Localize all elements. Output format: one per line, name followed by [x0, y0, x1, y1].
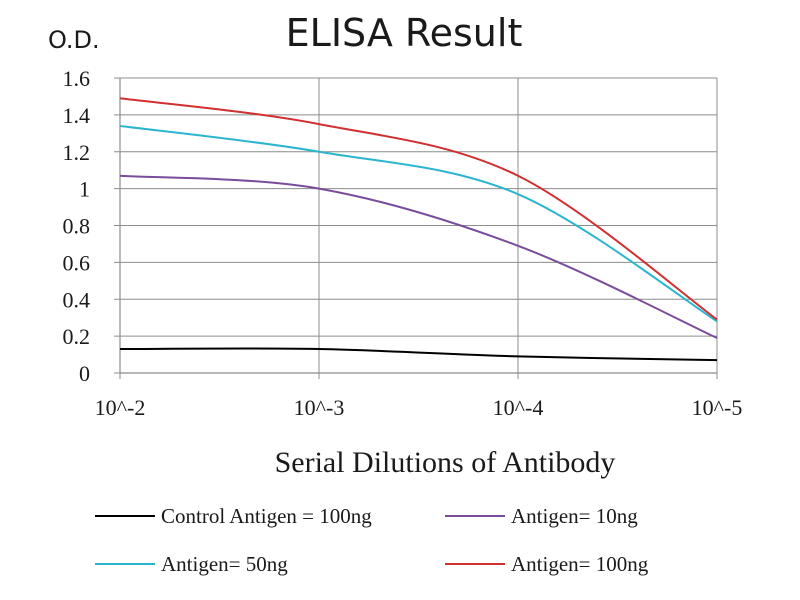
x-tick-label: 10^-3 [294, 395, 345, 420]
series-control-100ng-point-2 [517, 355, 519, 357]
series-control-100ng-point-3 [716, 359, 718, 361]
x-tick-label: 10^-5 [692, 395, 743, 420]
series-control-100ng-line [119, 347, 718, 362]
y-tick-label: 0.2 [63, 324, 91, 349]
y-tick-label: 1.2 [63, 140, 91, 165]
series-antigen-50ng-point-1 [318, 151, 320, 153]
y-tick-label: 1.4 [63, 103, 91, 128]
x-axis-label: Serial Dilutions of Antibody [275, 446, 616, 479]
series-antigen-100ng-point-3 [716, 319, 718, 321]
y-tick-label: 0.8 [63, 214, 91, 239]
x-tick-label: 10^-2 [95, 395, 146, 420]
y-axis-label: O.D. [48, 26, 100, 54]
series-antigen-50ng-point-2 [517, 193, 519, 195]
series-antigen-100ng-point-1 [318, 123, 320, 125]
series-antigen-10ng-point-0 [119, 175, 121, 177]
y-tick-label: 0.4 [63, 287, 91, 312]
series-antigen-50ng-point-0 [119, 125, 121, 127]
axes [114, 77, 718, 379]
legend: Control Antigen = 100ng Antigen= 10ng Anti… [95, 504, 649, 576]
series-antigen-100ng-point-0 [119, 97, 121, 99]
chart-title: ELISA Result [286, 11, 523, 55]
grid-lines [120, 77, 718, 373]
series-antigen-10ng-line [119, 174, 718, 339]
series-antigen-100ng-line [119, 97, 718, 321]
series-antigen-100ng-point-2 [517, 175, 519, 177]
series-antigen-50ng-point-3 [716, 320, 718, 322]
legend-label-series-antigen-10ng: Antigen= 10ng [511, 504, 638, 528]
y-tick-label: 0 [79, 361, 90, 386]
legend-label-series-antigen-100ng: Antigen= 100ng [511, 552, 649, 576]
y-tick-label: 1 [79, 177, 90, 202]
x-tick-label: 10^-4 [493, 395, 544, 420]
legend-label-series-antigen-50ng: Antigen= 50ng [161, 552, 288, 576]
y-tick-labels: 0 0.2 0.4 0.6 0.8 1 1.2 1.4 1.6 [63, 66, 91, 386]
y-tick-label: 0.6 [63, 250, 91, 275]
series-antigen-10ng-point-3 [716, 337, 718, 339]
series-control-100ng-point-1 [318, 348, 320, 350]
x-tick-labels: 10^-2 10^-3 10^-4 10^-5 [95, 395, 743, 420]
legend-label-series-control-100ng: Control Antigen = 100ng [161, 504, 372, 528]
series-antigen-50ng-line [119, 124, 718, 323]
y-tick-label: 1.6 [63, 66, 91, 91]
series-antigen-10ng-point-2 [517, 245, 519, 247]
series-lines [119, 97, 718, 362]
series-control-100ng-point-0 [119, 348, 121, 350]
series-antigen-10ng-point-1 [318, 188, 320, 190]
